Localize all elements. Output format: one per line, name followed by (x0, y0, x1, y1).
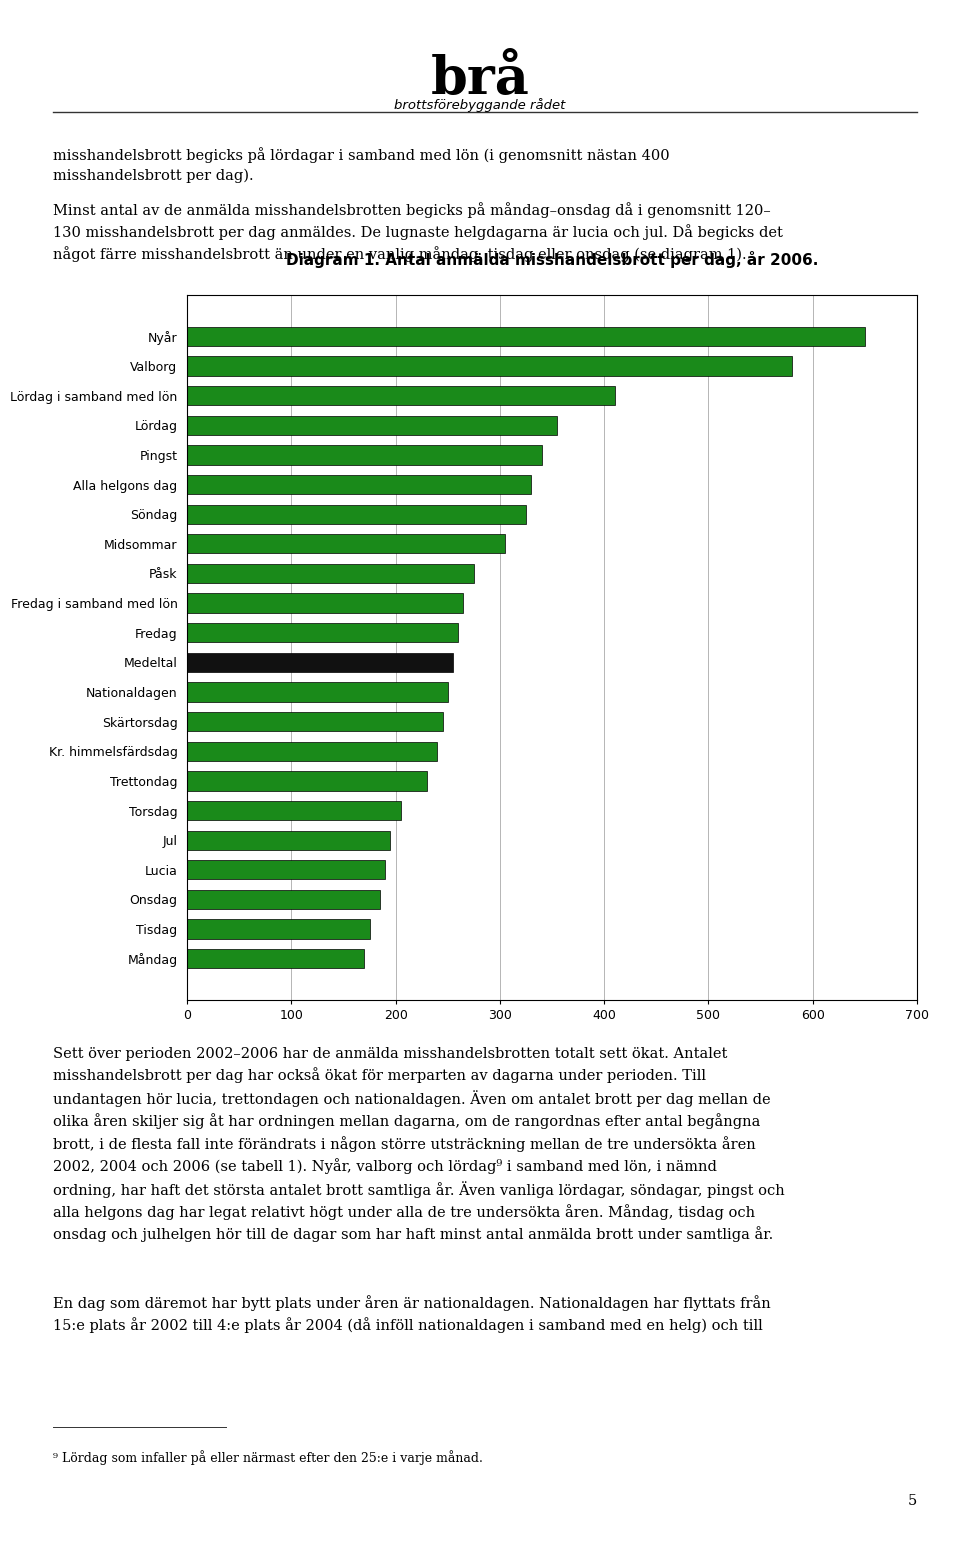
Bar (187, 771, 427, 791)
Text: En dag som däremot har bytt plats under åren är nationaldagen. Nationaldagen har: En dag som däremot har bytt plats under … (53, 1295, 771, 1334)
Bar (187, 445, 541, 465)
Bar (187, 327, 865, 346)
Bar (187, 624, 458, 642)
Bar (187, 594, 464, 613)
Text: Sett över perioden 2002–2006 har de anmälda misshandelsbrotten totalt sett ökat.: Sett över perioden 2002–2006 har de anmä… (53, 1047, 784, 1242)
Bar (187, 357, 792, 375)
Bar (187, 653, 453, 672)
Text: ⁹ Lördag som infaller på eller närmast efter den 25:e i varje månad.: ⁹ Lördag som infaller på eller närmast e… (53, 1450, 483, 1466)
Text: misshandelsbrott begicks på lördagar i samband med lön (i genomsnitt nästan 400
: misshandelsbrott begicks på lördagar i s… (53, 147, 669, 183)
Bar (187, 949, 365, 968)
Bar (187, 682, 447, 701)
Bar (187, 712, 443, 731)
Bar (187, 534, 505, 554)
Bar (187, 565, 474, 583)
Bar (187, 830, 391, 850)
Text: Minst antal av de anmälda misshandelsbrotten begicks på måndag–onsdag då i genom: Minst antal av de anmälda misshandelsbro… (53, 202, 782, 262)
Bar (187, 475, 531, 495)
Bar (187, 504, 526, 524)
Text: brå: brå (431, 54, 529, 105)
Bar (187, 741, 438, 762)
Text: 5: 5 (907, 1494, 917, 1508)
Text: Diagram 1. Antal anmälda misshandelsbrott per dag, år 2006.: Diagram 1. Antal anmälda misshandelsbrot… (286, 251, 818, 268)
Bar (187, 920, 370, 938)
Bar (187, 416, 557, 434)
Text: brottsförebyggande rådet: brottsförebyggande rådet (395, 98, 565, 112)
Bar (187, 890, 380, 909)
Bar (187, 861, 385, 879)
Bar (187, 386, 614, 405)
Bar (187, 800, 401, 820)
